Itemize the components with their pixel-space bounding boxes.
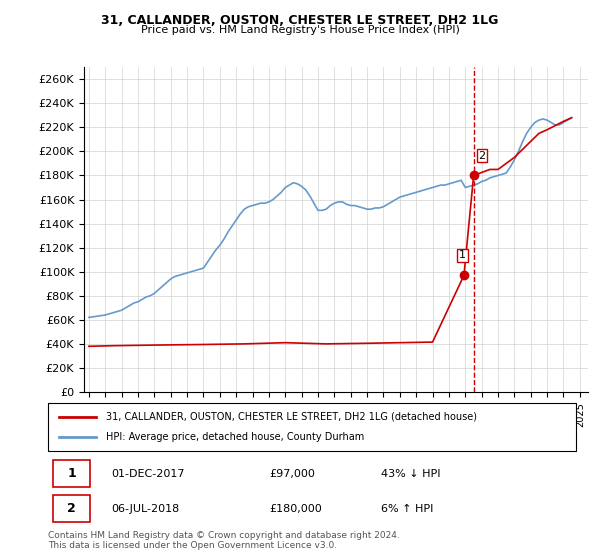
Text: 43% ↓ HPI: 43% ↓ HPI	[380, 469, 440, 479]
Text: Price paid vs. HM Land Registry's House Price Index (HPI): Price paid vs. HM Land Registry's House …	[140, 25, 460, 35]
Text: HPI: Average price, detached house, County Durham: HPI: Average price, detached house, Coun…	[106, 432, 364, 442]
Text: 31, CALLANDER, OUSTON, CHESTER LE STREET, DH2 1LG: 31, CALLANDER, OUSTON, CHESTER LE STREET…	[101, 14, 499, 27]
Text: 2: 2	[479, 151, 485, 161]
FancyBboxPatch shape	[48, 403, 576, 451]
Text: 01-DEC-2017: 01-DEC-2017	[112, 469, 185, 479]
Text: £97,000: £97,000	[270, 469, 316, 479]
Text: Contains HM Land Registry data © Crown copyright and database right 2024.
This d: Contains HM Land Registry data © Crown c…	[48, 531, 400, 550]
Text: £180,000: £180,000	[270, 504, 323, 514]
Text: 1: 1	[67, 468, 76, 480]
Text: 1: 1	[459, 250, 466, 260]
Text: 31, CALLANDER, OUSTON, CHESTER LE STREET, DH2 1LG (detached house): 31, CALLANDER, OUSTON, CHESTER LE STREET…	[106, 412, 477, 422]
FancyBboxPatch shape	[53, 460, 90, 487]
Text: 06-JUL-2018: 06-JUL-2018	[112, 504, 179, 514]
FancyBboxPatch shape	[53, 495, 90, 521]
Text: 6% ↑ HPI: 6% ↑ HPI	[380, 504, 433, 514]
Text: 2: 2	[67, 502, 76, 515]
